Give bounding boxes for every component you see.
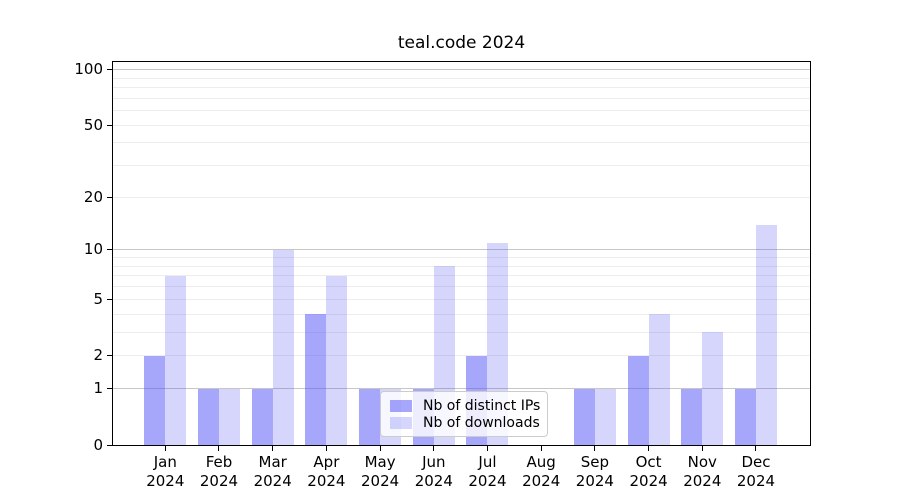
bar-downloads-apr — [326, 275, 348, 445]
x-tick-mark — [540, 446, 542, 451]
minor-gridline — [113, 97, 810, 99]
minor-gridline — [113, 331, 810, 333]
y-tick-label-50: 50 — [83, 115, 103, 134]
bar-distinct-ips-may — [359, 388, 381, 445]
x-tick-label-aug: Aug 2024 — [522, 453, 561, 490]
bar-downloads-nov — [702, 332, 724, 445]
x-tick-label-may: May 2024 — [361, 453, 400, 490]
minor-gridline — [113, 298, 810, 300]
legend-label-distinct-ips: Nb of distinct IPs — [423, 397, 541, 414]
legend-item-distinct-ips: Nb of distinct IPs — [390, 397, 541, 414]
x-tick-mark — [325, 446, 327, 451]
x-tick-mark — [164, 446, 166, 451]
minor-gridline — [113, 355, 810, 357]
major-gridline — [113, 249, 810, 251]
y-tick-mark — [107, 298, 112, 300]
x-tick-mark — [755, 446, 757, 451]
major-gridline — [113, 388, 810, 390]
bar-distinct-ips-mar — [251, 388, 273, 445]
legend-swatch-downloads — [390, 416, 412, 429]
minor-gridline — [113, 142, 810, 144]
x-tick-mark — [433, 446, 435, 451]
y-tick-label-20: 20 — [83, 187, 103, 206]
y-tick-mark — [107, 196, 112, 198]
major-gridline — [113, 69, 810, 71]
bar-distinct-ips-nov — [681, 388, 703, 445]
y-tick-label-1: 1 — [93, 379, 103, 398]
bar-downloads-oct — [648, 314, 670, 445]
x-tick-label-sep: Sep 2024 — [575, 453, 614, 490]
plot-area — [112, 61, 811, 446]
y-tick-mark — [107, 124, 112, 126]
minor-gridline — [113, 286, 810, 288]
minor-gridline — [113, 257, 810, 259]
bar-distinct-ips-feb — [197, 388, 219, 445]
legend-item-downloads: Nb of downloads — [390, 414, 540, 431]
x-tick-mark — [701, 446, 703, 451]
x-tick-label-dec: Dec 2024 — [736, 453, 776, 490]
y-tick-label-5: 5 — [93, 289, 103, 308]
x-tick-mark — [218, 446, 220, 451]
x-tick-mark — [379, 446, 381, 451]
minor-gridline — [113, 196, 810, 198]
x-tick-mark — [486, 446, 488, 451]
minor-gridline — [113, 165, 810, 167]
legend-label-downloads: Nb of downloads — [423, 414, 540, 431]
x-tick-label-jun: Jun 2024 — [414, 453, 453, 490]
x-tick-mark — [594, 446, 596, 451]
bar-distinct-ips-apr — [305, 314, 327, 445]
x-tick-label-mar: Mar 2024 — [253, 453, 292, 490]
y-tick-label-100: 100 — [74, 60, 103, 79]
bar-downloads-feb — [218, 388, 240, 445]
bar-distinct-ips-oct — [627, 355, 649, 445]
y-tick-mark — [107, 355, 112, 357]
gridlines-layer — [113, 62, 810, 445]
bar-downloads-mar — [272, 249, 294, 445]
legend: Nb of distinct IPs Nb of downloads — [380, 391, 548, 437]
y-tick-mark — [107, 388, 112, 390]
bars-layer — [113, 62, 810, 445]
y-tick-label-10: 10 — [83, 240, 103, 259]
y-tick-label-2: 2 — [93, 346, 103, 365]
x-tick-label-nov: Nov 2024 — [683, 453, 722, 490]
minor-gridline — [113, 313, 810, 315]
minor-gridline — [113, 110, 810, 112]
x-tick-mark — [648, 446, 650, 451]
minor-gridline — [113, 124, 810, 126]
minor-gridline — [113, 275, 810, 277]
minor-gridline — [113, 265, 810, 267]
x-tick-label-jan: Jan 2024 — [146, 453, 185, 490]
bar-downloads-dec — [755, 224, 777, 445]
x-tick-label-apr: Apr 2024 — [307, 453, 346, 490]
x-tick-label-feb: Feb 2024 — [199, 453, 239, 490]
legend-swatch-distinct-ips — [390, 399, 412, 412]
y-tick-label-0: 0 — [93, 435, 103, 454]
x-tick-label-oct: Oct 2024 — [629, 453, 668, 490]
bar-distinct-ips-sep — [573, 388, 595, 445]
y-tick-mark — [107, 249, 112, 251]
minor-gridline — [113, 77, 810, 79]
minor-gridline — [113, 87, 810, 89]
y-tick-mark — [107, 444, 112, 446]
x-tick-mark — [272, 446, 274, 451]
bar-distinct-ips-dec — [734, 388, 756, 445]
bar-distinct-ips-jan — [144, 355, 166, 445]
x-tick-label-jul: Jul 2024 — [468, 453, 507, 490]
chart-title: teal.code 2024 — [397, 33, 526, 53]
y-tick-mark — [107, 69, 112, 71]
bar-downloads-sep — [594, 388, 616, 445]
bar-downloads-jan — [165, 275, 187, 445]
